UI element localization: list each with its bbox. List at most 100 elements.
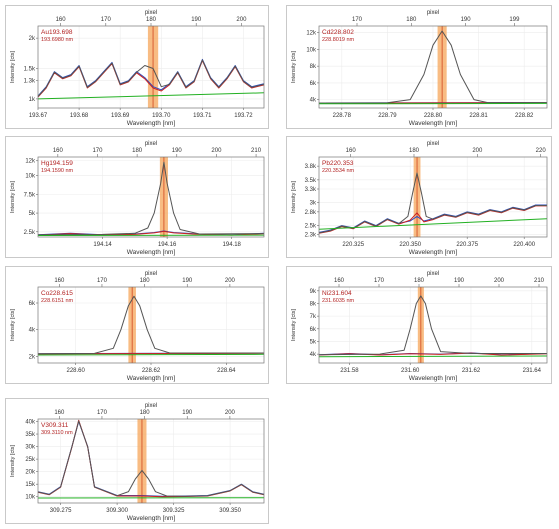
y-axis-title: Intensity [cts]: [291, 308, 297, 341]
top-tick-label: 220: [536, 148, 547, 154]
chart-panel-pb: pixel 160 180 200 220 2.3k 2.5k 2.8k 3k 3.3k 3.5k 3…: [286, 136, 552, 258]
top-tick-label: 180: [414, 278, 425, 284]
series-line: [318, 355, 548, 358]
series-line: [37, 59, 265, 97]
series-line: [37, 161, 265, 236]
y-tick-label: 3.3k: [305, 187, 317, 193]
series-line: [37, 420, 265, 497]
wavelength-label: 309.3110 nm: [41, 430, 73, 436]
x-tick-label: 231.64: [523, 368, 542, 374]
series-line: [37, 92, 265, 100]
top-axis-label: pixel: [145, 10, 157, 16]
y-tick-label: 2.8k: [305, 210, 317, 216]
top-axis-label: pixel: [427, 10, 439, 16]
top-tick-label: 199: [509, 17, 520, 23]
y-tick-label: 1k: [29, 97, 36, 103]
x-tick-label: 231.60: [401, 368, 420, 374]
x-tick-label: 309.275: [50, 508, 72, 514]
series-line: [37, 295, 264, 355]
y-tick-label: 2k: [29, 354, 36, 360]
element-label: Co228.615: [41, 290, 73, 297]
top-tick-label: 170: [97, 278, 108, 284]
y-axis-title: Intensity [cts]: [10, 180, 16, 213]
top-tick-label: 160: [54, 278, 65, 284]
x-axis-title: Wavelength [nm]: [409, 375, 458, 382]
y-tick-label: 7k: [310, 314, 317, 320]
plot-frame: [318, 286, 548, 364]
y-tick-label: 2.5k: [305, 224, 317, 230]
top-tick-label: 170: [92, 148, 103, 154]
series-line: [318, 218, 548, 230]
x-tick-label: 193.72: [234, 113, 253, 119]
chart-svg: pixel 160 170 180 190 200 210 4k 5k 6k 7k 8k 9k 231.5…: [291, 271, 548, 382]
y-tick-label: 4k: [29, 328, 36, 334]
x-axis-title: Wavelength [nm]: [409, 249, 458, 256]
top-tick-label: 160: [334, 278, 345, 284]
y-axis-title: Intensity [cts]: [10, 308, 16, 341]
top-tick-label: 170: [352, 17, 363, 23]
y-tick-label: 15k: [25, 482, 36, 488]
top-tick-label: 170: [374, 278, 385, 284]
element-label: Hg194.159: [41, 160, 73, 167]
x-tick-label: 220.375: [456, 242, 478, 248]
y-tick-label: 35k: [25, 432, 36, 438]
series-line: [318, 172, 547, 234]
y-tick-label: 6k: [29, 301, 36, 307]
chart-svg: pixel 170 180 190 199 4k 6k 8k 10k 12k 228.78 228.7…: [291, 10, 548, 127]
wavelength-label: 194.1590 nm: [41, 168, 74, 174]
y-tick-label: 2.3k: [305, 233, 317, 239]
chart-svg: pixel 160 170 180 190 200 2k 4k 6k 228.60 228.62 22…: [10, 271, 265, 382]
x-tick-label: 228.64: [217, 368, 236, 374]
x-tick-label: 193.71: [193, 113, 212, 119]
x-axis-title: Wavelength [nm]: [127, 375, 176, 382]
y-tick-label: 2.5k: [24, 230, 36, 236]
y-tick-label: 1.3k: [24, 79, 36, 85]
y-tick-label: 7.5k: [24, 192, 36, 198]
y-tick-label: 5k: [310, 339, 317, 345]
wavelength-label: 193.6980 nm: [41, 37, 74, 43]
x-tick-label: 193.69: [111, 113, 130, 119]
element-label: V309.311: [41, 422, 69, 429]
top-tick-label: 180: [409, 148, 420, 154]
y-tick-label: 3k: [310, 201, 317, 207]
y-tick-label: 5k: [29, 211, 36, 217]
x-tick-label: 194.16: [158, 242, 177, 248]
x-tick-label: 231.58: [340, 368, 359, 374]
y-tick-label: 2k: [29, 36, 36, 42]
y-tick-label: 30k: [25, 445, 36, 451]
x-axis-title: Wavelength [nm]: [409, 120, 458, 127]
element-label: Au193.698: [41, 29, 73, 36]
top-tick-label: 170: [97, 410, 108, 416]
top-axis-label: pixel: [145, 403, 157, 409]
x-tick-label: 228.82: [515, 113, 534, 119]
y-axis-title: Intensity [cts]: [291, 180, 297, 213]
top-tick-label: 190: [182, 278, 193, 284]
y-tick-label: 4k: [310, 98, 317, 104]
top-axis-label: pixel: [145, 141, 157, 147]
top-tick-label: 170: [101, 17, 112, 23]
element-label: Pb220.353: [322, 160, 354, 167]
top-tick-label: 190: [191, 17, 202, 23]
chart-panel-cd: pixel 170 180 190 199 4k 6k 8k 10k 12k 228.78 228.7…: [286, 5, 552, 129]
wavelength-label: 231.6035 nm: [322, 298, 355, 304]
y-tick-label: 10k: [25, 495, 36, 501]
top-tick-label: 190: [182, 410, 193, 416]
y-tick-label: 3.8k: [305, 164, 317, 170]
wavelength-label: 220.3534 nm: [322, 168, 355, 174]
y-tick-label: 25k: [25, 457, 36, 463]
y-tick-label: 4k: [310, 352, 317, 358]
y-tick-label: 20k: [25, 470, 36, 476]
y-tick-label: 6k: [310, 327, 317, 333]
top-tick-label: 190: [454, 278, 465, 284]
y-axis-title: Intensity [cts]: [10, 444, 16, 477]
x-tick-label: 193.70: [152, 113, 171, 119]
y-tick-label: 6k: [310, 81, 317, 87]
x-tick-label: 228.62: [142, 368, 161, 374]
top-tick-label: 180: [132, 148, 143, 154]
chart-panel-v: pixel 160 170 180 190 200 10k 15k 20k 25k 30k 35k 40…: [5, 398, 269, 524]
x-axis-title: Wavelength [nm]: [127, 515, 176, 522]
x-tick-label: 220.325: [342, 242, 364, 248]
y-tick-label: 12k: [25, 159, 36, 165]
top-tick-label: 200: [236, 17, 247, 23]
x-axis-title: Wavelength [nm]: [127, 120, 176, 127]
